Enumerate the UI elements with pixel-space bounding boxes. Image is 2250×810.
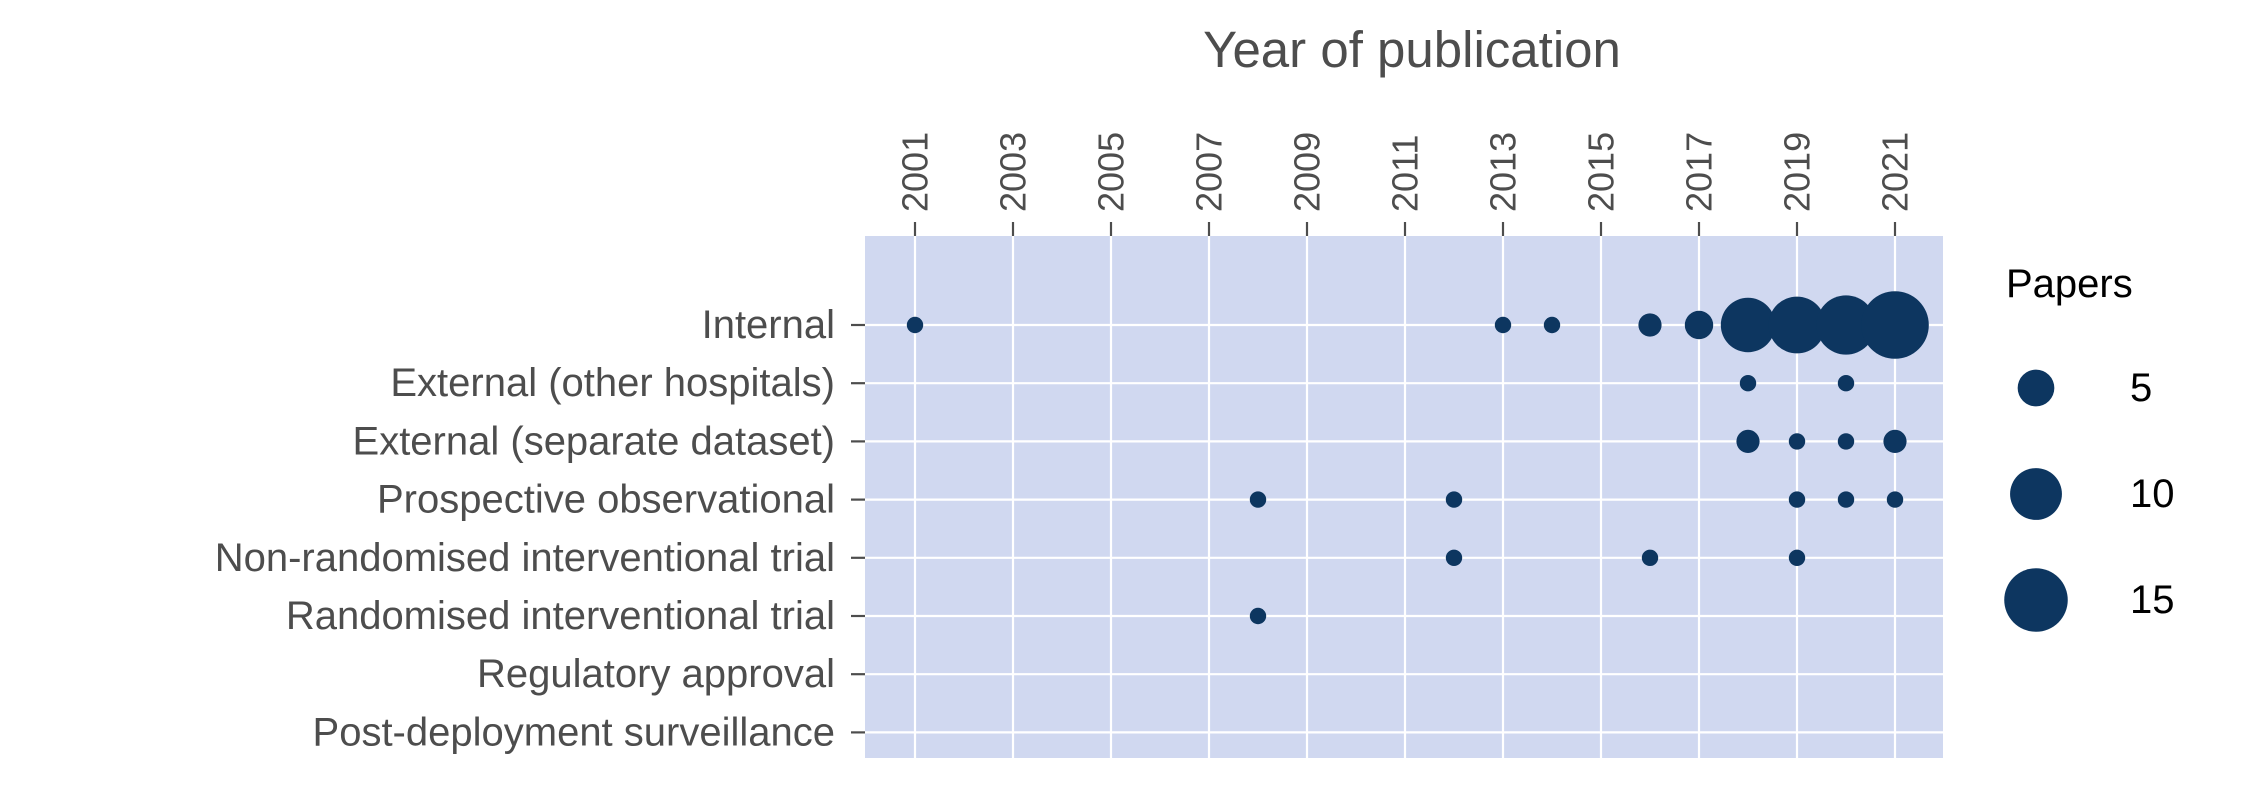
y-category-label: Internal [702,303,835,347]
x-tick-label: 2003 [993,132,1034,212]
y-category-label: External (separate dataset) [353,419,835,463]
data-point [1638,313,1662,337]
data-point [1816,295,1876,355]
legend-label: 5 [2130,366,2152,410]
legend-key [2017,369,2055,407]
y-category-label: Regulatory approval [477,652,835,696]
data-point [1720,297,1776,353]
data-point [1494,316,1512,334]
data-point [1837,491,1855,508]
legend-key [2010,468,2062,520]
data-point [1837,433,1855,450]
data-point [1886,491,1904,508]
y-category-label: Post-deployment surveillance [313,710,835,754]
data-point [1739,375,1757,392]
legend-title: Papers [2006,262,2133,306]
x-tick-label: 2013 [1483,132,1524,212]
x-tick-label: 2021 [1875,132,1916,212]
data-point [1249,607,1267,625]
data-point [1249,491,1267,508]
data-point [1861,291,1929,359]
data-points [906,291,1929,625]
data-point [1837,375,1855,392]
y-category-label: Non-randomised interventional trial [215,536,835,580]
legend-label: 15 [2130,578,2175,622]
data-point [1445,549,1463,566]
legend-label: 10 [2130,472,2175,516]
x-tick-label: 2015 [1581,132,1622,212]
data-point [1768,296,1826,354]
data-point [1788,433,1806,450]
y-category-label: Prospective observational [377,478,835,522]
x-tick-label: 2009 [1287,132,1328,212]
data-point [1641,549,1659,566]
legend-key [2004,568,2068,632]
data-point [1684,310,1714,340]
y-category-label: External (other hospitals) [390,361,835,405]
x-tick-label: 2005 [1091,132,1132,212]
y-category-label: Randomised interventional trial [286,594,835,638]
x-tick-label: 2007 [1189,132,1230,212]
x-tick-label: 2001 [895,132,936,212]
data-point [1788,491,1806,508]
x-tick-label: 2011 [1385,135,1426,212]
data-point [1788,549,1806,566]
data-point [1883,429,1907,453]
data-point [906,316,924,334]
x-axis-title: Year of publication [1203,21,1621,78]
axes: 2001 2003 2005 2007 2009 2011 2013 2015 2017 2019… [215,132,1916,754]
x-tick-label: 2019 [1777,132,1818,212]
data-point [1543,316,1561,334]
legend: Papers 5 10 15 [2004,262,2175,632]
data-point [1736,429,1760,453]
x-tick-label: 2017 [1679,132,1720,212]
data-point [1445,491,1463,508]
